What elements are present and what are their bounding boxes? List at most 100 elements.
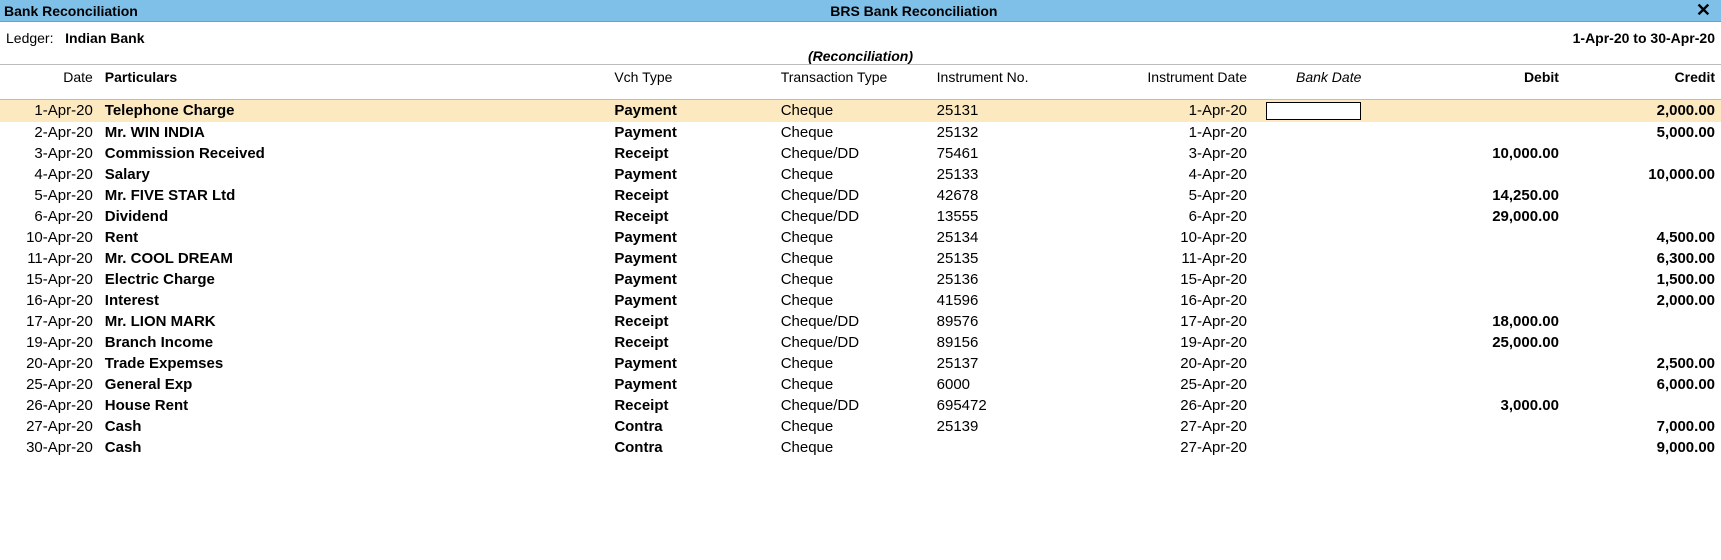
reconciliation-table: Date Particulars Vch Type Transaction Ty… <box>0 64 1721 458</box>
cell-bankdate[interactable] <box>1253 395 1367 416</box>
table-row[interactable]: 4-Apr-20SalaryPaymentCheque251334-Apr-20… <box>0 164 1721 185</box>
cell-vchtype: Receipt <box>608 332 774 353</box>
cell-txntype: Cheque <box>775 227 931 248</box>
cell-txntype: Cheque <box>775 353 931 374</box>
cell-txntype: Cheque <box>775 269 931 290</box>
table-row[interactable]: 2-Apr-20Mr. WIN INDIAPaymentCheque251321… <box>0 122 1721 143</box>
cell-instdate: 27-Apr-20 <box>1118 437 1253 458</box>
table-row[interactable]: 27-Apr-20CashContraCheque2513927-Apr-207… <box>0 416 1721 437</box>
cell-instdate: 1-Apr-20 <box>1118 122 1253 143</box>
table-row[interactable]: 1-Apr-20Telephone ChargePaymentCheque251… <box>0 100 1721 123</box>
cell-date: 26-Apr-20 <box>0 395 99 416</box>
table-row[interactable]: 16-Apr-20InterestPaymentCheque4159616-Ap… <box>0 290 1721 311</box>
table-row[interactable]: 20-Apr-20Trade ExpemsesPaymentCheque2513… <box>0 353 1721 374</box>
cell-vchtype: Payment <box>608 100 774 123</box>
cell-particulars: General Exp <box>99 374 609 395</box>
cell-date: 27-Apr-20 <box>0 416 99 437</box>
cell-date: 5-Apr-20 <box>0 185 99 206</box>
cell-debit <box>1367 100 1565 123</box>
cell-particulars: Mr. COOL DREAM <box>99 248 609 269</box>
cell-txntype: Cheque/DD <box>775 395 931 416</box>
cell-bankdate[interactable] <box>1253 100 1367 123</box>
cell-credit: 2,000.00 <box>1565 100 1721 123</box>
table-row[interactable]: 5-Apr-20Mr. FIVE STAR LtdReceiptCheque/D… <box>0 185 1721 206</box>
bankdate-input[interactable] <box>1266 102 1361 120</box>
cell-instdate: 11-Apr-20 <box>1118 248 1253 269</box>
cell-bankdate[interactable] <box>1253 374 1367 395</box>
cell-instdate: 25-Apr-20 <box>1118 374 1253 395</box>
cell-particulars: Rent <box>99 227 609 248</box>
cell-particulars: Cash <box>99 416 609 437</box>
cell-credit <box>1565 311 1721 332</box>
col-txntype-header: Transaction Type <box>775 65 931 100</box>
cell-debit <box>1367 122 1565 143</box>
cell-vchtype: Payment <box>608 248 774 269</box>
table-row[interactable]: 10-Apr-20RentPaymentCheque2513410-Apr-20… <box>0 227 1721 248</box>
cell-txntype: Cheque/DD <box>775 332 931 353</box>
cell-particulars: Interest <box>99 290 609 311</box>
table-row[interactable]: 11-Apr-20Mr. COOL DREAMPaymentCheque2513… <box>0 248 1721 269</box>
sub-header: Ledger: Indian Bank 1-Apr-20 to 30-Apr-2… <box>0 22 1721 46</box>
cell-credit: 4,500.00 <box>1565 227 1721 248</box>
col-credit-header: Credit <box>1565 65 1721 100</box>
cell-instno: 25137 <box>931 353 1118 374</box>
cell-instdate: 3-Apr-20 <box>1118 143 1253 164</box>
table-row[interactable]: 25-Apr-20General ExpPaymentCheque600025-… <box>0 374 1721 395</box>
cell-bankdate[interactable] <box>1253 269 1367 290</box>
cell-bankdate[interactable] <box>1253 164 1367 185</box>
cell-instno: 13555 <box>931 206 1118 227</box>
table-row[interactable]: 15-Apr-20Electric ChargePaymentCheque251… <box>0 269 1721 290</box>
cell-debit: 3,000.00 <box>1367 395 1565 416</box>
ledger-block: Ledger: Indian Bank <box>6 30 145 46</box>
cell-vchtype: Payment <box>608 353 774 374</box>
cell-credit: 6,300.00 <box>1565 248 1721 269</box>
cell-vchtype: Receipt <box>608 311 774 332</box>
cell-instno <box>931 437 1118 458</box>
cell-date: 3-Apr-20 <box>0 143 99 164</box>
table-row[interactable]: 3-Apr-20Commission ReceivedReceiptCheque… <box>0 143 1721 164</box>
table-row[interactable]: 19-Apr-20Branch IncomeReceiptCheque/DD89… <box>0 332 1721 353</box>
table-row[interactable]: 6-Apr-20DividendReceiptCheque/DD135556-A… <box>0 206 1721 227</box>
titlebar-title: BRS Bank Reconciliation <box>138 3 1690 19</box>
table-row[interactable]: 26-Apr-20House RentReceiptCheque/DD69547… <box>0 395 1721 416</box>
col-bankdate-header: Bank Date <box>1253 65 1367 100</box>
cell-vchtype: Receipt <box>608 206 774 227</box>
cell-bankdate[interactable] <box>1253 227 1367 248</box>
cell-bankdate[interactable] <box>1253 143 1367 164</box>
cell-debit: 14,250.00 <box>1367 185 1565 206</box>
cell-bankdate[interactable] <box>1253 311 1367 332</box>
cell-bankdate[interactable] <box>1253 437 1367 458</box>
cell-debit <box>1367 437 1565 458</box>
reconciliation-label: (Reconciliation) <box>0 48 1721 64</box>
cell-bankdate[interactable] <box>1253 416 1367 437</box>
cell-bankdate[interactable] <box>1253 122 1367 143</box>
cell-instdate: 1-Apr-20 <box>1118 100 1253 123</box>
cell-debit <box>1367 164 1565 185</box>
cell-debit <box>1367 227 1565 248</box>
table-row[interactable]: 30-Apr-20CashContraCheque27-Apr-209,000.… <box>0 437 1721 458</box>
cell-bankdate[interactable] <box>1253 332 1367 353</box>
col-vchtype-header: Vch Type <box>608 65 774 100</box>
table-header-row: Date Particulars Vch Type Transaction Ty… <box>0 65 1721 100</box>
cell-date: 6-Apr-20 <box>0 206 99 227</box>
table-row[interactable]: 17-Apr-20Mr. LION MARKReceiptCheque/DD89… <box>0 311 1721 332</box>
cell-instno: 25131 <box>931 100 1118 123</box>
close-icon[interactable]: ✕ <box>1690 0 1717 21</box>
cell-instdate: 4-Apr-20 <box>1118 164 1253 185</box>
cell-instno: 25134 <box>931 227 1118 248</box>
cell-bankdate[interactable] <box>1253 206 1367 227</box>
cell-bankdate[interactable] <box>1253 185 1367 206</box>
cell-instno: 25133 <box>931 164 1118 185</box>
cell-bankdate[interactable] <box>1253 248 1367 269</box>
cell-bankdate[interactable] <box>1253 353 1367 374</box>
titlebar-left-label: Bank Reconciliation <box>4 3 138 19</box>
cell-instno: 25132 <box>931 122 1118 143</box>
titlebar: Bank Reconciliation BRS Bank Reconciliat… <box>0 0 1721 22</box>
cell-txntype: Cheque <box>775 437 931 458</box>
cell-debit <box>1367 416 1565 437</box>
cell-credit: 7,000.00 <box>1565 416 1721 437</box>
cell-instdate: 19-Apr-20 <box>1118 332 1253 353</box>
cell-bankdate[interactable] <box>1253 290 1367 311</box>
cell-date: 2-Apr-20 <box>0 122 99 143</box>
cell-particulars: House Rent <box>99 395 609 416</box>
